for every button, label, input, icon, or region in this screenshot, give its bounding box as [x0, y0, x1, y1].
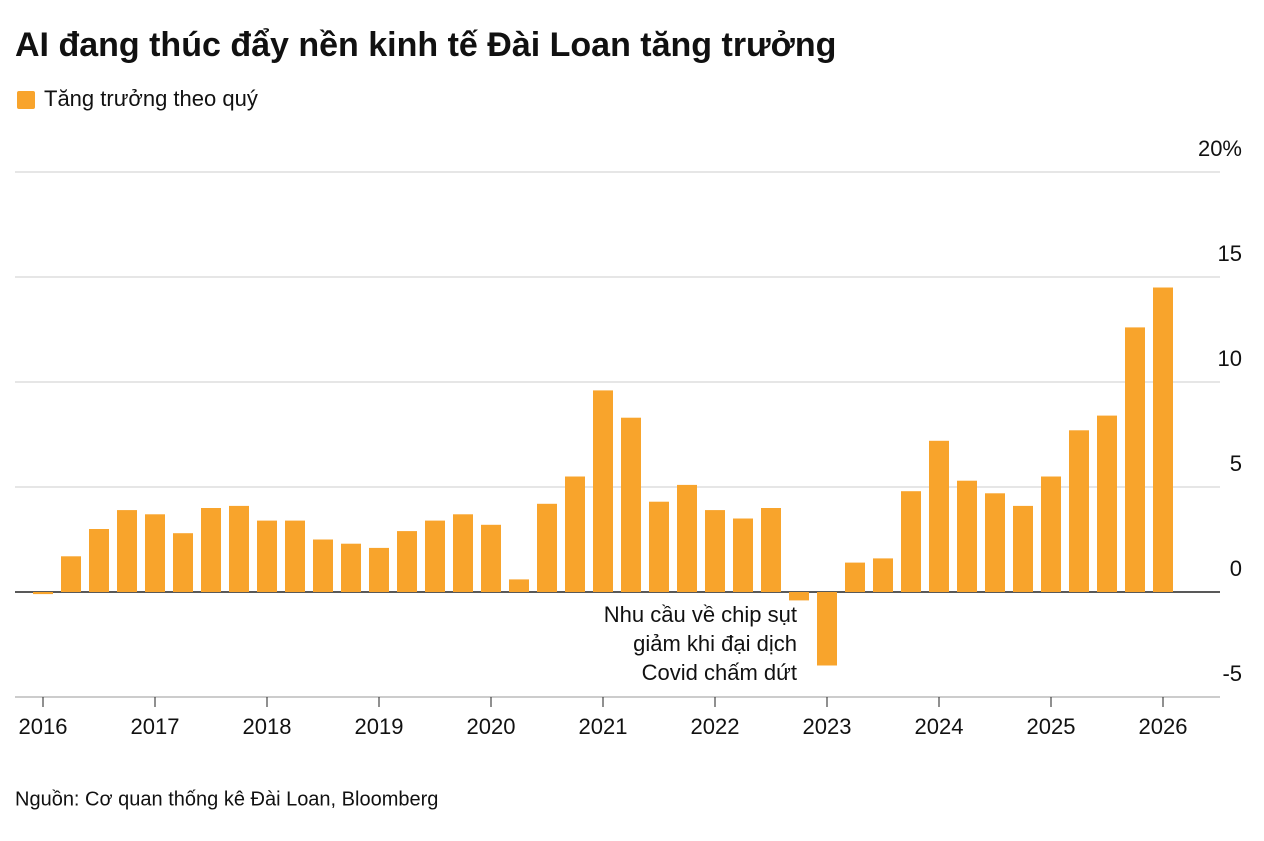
- bar: [789, 592, 809, 601]
- bar: [453, 514, 473, 592]
- bar: [1153, 287, 1173, 592]
- x-tick-label: 2022: [691, 714, 740, 739]
- bar: [117, 510, 137, 592]
- x-tick-label: 2020: [467, 714, 516, 739]
- annotation: giảm khi đại dịch: [633, 631, 797, 656]
- bar: [257, 520, 277, 592]
- bar: [1097, 415, 1117, 592]
- x-tick-label: 2016: [19, 714, 68, 739]
- bar: [901, 491, 921, 592]
- bar: [873, 558, 893, 592]
- bar: [201, 508, 221, 592]
- bar: [537, 503, 557, 592]
- bar: [369, 547, 389, 592]
- y-tick-label: -5: [1222, 661, 1242, 686]
- bar: [1013, 505, 1033, 592]
- bar: [929, 440, 949, 592]
- bar: [33, 592, 53, 595]
- x-tick-label: 2017: [131, 714, 180, 739]
- bar: [1041, 476, 1061, 592]
- bar: [957, 480, 977, 592]
- bar: [817, 592, 837, 666]
- bar: [593, 390, 613, 592]
- bar: [677, 484, 697, 592]
- bar: [565, 476, 585, 592]
- bar: [313, 539, 333, 592]
- bar: [425, 520, 445, 592]
- bar: [733, 518, 753, 592]
- bar: [621, 417, 641, 592]
- bar: [341, 543, 361, 592]
- bar: [481, 524, 501, 592]
- y-tick-label: 20%: [1198, 136, 1242, 161]
- legend-label: Tăng trưởng theo quý: [44, 86, 258, 111]
- x-tick-label: 2025: [1027, 714, 1076, 739]
- y-tick-label: 0: [1230, 556, 1242, 581]
- bar: [761, 508, 781, 592]
- bar: [985, 493, 1005, 592]
- bar: [845, 562, 865, 592]
- annotation: Nhu cầu về chip sụt: [604, 602, 797, 627]
- bar: [1069, 430, 1089, 592]
- x-tick-label: 2026: [1139, 714, 1188, 739]
- bar: [1125, 327, 1145, 592]
- bar: [173, 533, 193, 592]
- legend-swatch: [17, 91, 35, 109]
- bar: [145, 514, 165, 592]
- bar: [89, 529, 109, 592]
- bar: [509, 579, 529, 592]
- bar: [649, 501, 669, 592]
- bar: [705, 510, 725, 592]
- x-tick-label: 2021: [579, 714, 628, 739]
- chart-title: AI đang thúc đẩy nền kinh tế Đài Loan tă…: [15, 26, 836, 64]
- x-tick-label: 2019: [355, 714, 404, 739]
- source: Nguồn: Cơ quan thống kê Đài Loan, Bloomb…: [15, 788, 438, 810]
- x-tick-label: 2024: [915, 714, 964, 739]
- bar: [61, 556, 81, 592]
- bar: [229, 505, 249, 592]
- x-tick-label: 2018: [243, 714, 292, 739]
- y-tick-label: 10: [1218, 346, 1242, 371]
- x-tick-label: 2023: [803, 714, 852, 739]
- bar: [285, 520, 305, 592]
- y-tick-label: 15: [1218, 241, 1242, 266]
- annotation: Covid chấm dứt: [642, 660, 797, 685]
- y-tick-label: 5: [1230, 451, 1242, 476]
- bar: [397, 531, 417, 592]
